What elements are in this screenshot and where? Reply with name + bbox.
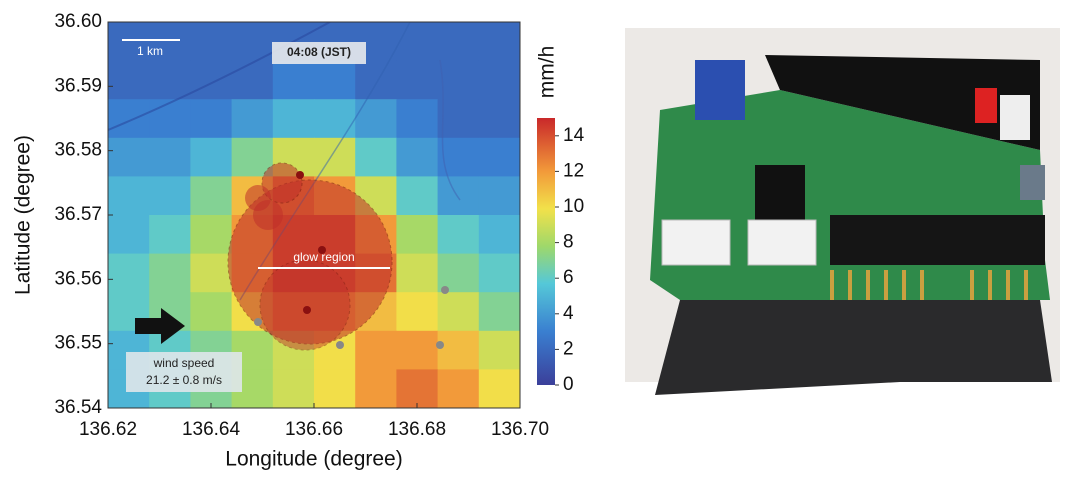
heat-cell bbox=[479, 61, 521, 100]
heat-cell bbox=[190, 138, 232, 177]
heat-cell bbox=[396, 176, 438, 215]
time-label: 04:08 (JST) bbox=[287, 45, 351, 59]
heat-cell bbox=[396, 369, 438, 408]
x-tick-label: 136.64 bbox=[182, 419, 241, 440]
heat-cell bbox=[396, 99, 438, 138]
heat-cell bbox=[108, 138, 150, 177]
heat-cell bbox=[273, 369, 315, 408]
heat-cell bbox=[438, 369, 480, 408]
heat-cell bbox=[479, 138, 521, 177]
colorbar-tick-label: 8 bbox=[563, 232, 574, 253]
heat-cell bbox=[314, 61, 356, 100]
heat-cell bbox=[149, 215, 191, 254]
heat-cell bbox=[396, 331, 438, 370]
y-tick-label: 36.56 bbox=[54, 268, 102, 289]
x-tick-label: 136.62 bbox=[79, 419, 137, 440]
y-axis-label: Latitude (degree) bbox=[12, 135, 35, 295]
heat-cell bbox=[108, 254, 150, 293]
heat-cell bbox=[355, 138, 397, 177]
heat-cell bbox=[396, 61, 438, 100]
heat-cell bbox=[149, 138, 191, 177]
y-tick-label: 36.54 bbox=[54, 397, 102, 418]
x-tick-label: 136.68 bbox=[388, 419, 446, 440]
heat-cell bbox=[190, 176, 232, 215]
heat-cell bbox=[396, 138, 438, 177]
heat-cell bbox=[438, 292, 480, 331]
heat-cell bbox=[149, 61, 191, 100]
heat-cell bbox=[108, 61, 150, 100]
heat-cell bbox=[479, 369, 521, 408]
heat-cell bbox=[108, 215, 150, 254]
colorbar-tick-label: 2 bbox=[563, 338, 574, 359]
colorbar-tick-label: 4 bbox=[563, 303, 574, 324]
heat-cell bbox=[479, 99, 521, 138]
heat-cell bbox=[108, 99, 150, 138]
colorbar-axis: 0 2 4 6 8 10 12 14 bbox=[555, 125, 585, 395]
colorbar-tick-label: 0 bbox=[563, 374, 574, 395]
heat-cell bbox=[273, 61, 315, 100]
heat-cell bbox=[355, 61, 397, 100]
heat-cell bbox=[479, 331, 521, 370]
heat-cell bbox=[479, 254, 521, 293]
heat-cell bbox=[396, 22, 438, 61]
heat-cell bbox=[190, 22, 232, 61]
heat-cell bbox=[438, 99, 480, 138]
figure: 1 km 04:08 (JST) glow region wind speed … bbox=[0, 0, 1072, 472]
colorbar-label: mm/h bbox=[536, 46, 559, 99]
heat-cell bbox=[438, 215, 480, 254]
heat-cell bbox=[479, 176, 521, 215]
heat-cell bbox=[232, 99, 274, 138]
y-tick-label: 36.59 bbox=[54, 75, 102, 96]
colorbar-tick-label: 6 bbox=[563, 267, 574, 288]
heat-cell bbox=[355, 99, 397, 138]
x-tick-label: 136.66 bbox=[285, 419, 343, 440]
colorbar-tick-label: 10 bbox=[563, 196, 584, 217]
y-tick-label: 36.60 bbox=[54, 11, 102, 32]
heat-cell bbox=[190, 215, 232, 254]
wind-value: 21.2 ± 0.8 m/s bbox=[146, 373, 222, 387]
heat-cell bbox=[108, 176, 150, 215]
heat-cell bbox=[190, 61, 232, 100]
heat-cell bbox=[190, 292, 232, 331]
heat-cell bbox=[438, 331, 480, 370]
heat-cell bbox=[479, 292, 521, 331]
heat-cell bbox=[314, 99, 356, 138]
heat-cell bbox=[479, 22, 521, 61]
heat-cell bbox=[149, 176, 191, 215]
heat-cell bbox=[232, 61, 274, 100]
wind-label: wind speed bbox=[153, 356, 215, 370]
scale-label: 1 km bbox=[137, 44, 163, 58]
x-axis-label: Longitude (degree) bbox=[225, 448, 402, 471]
heat-cell bbox=[479, 215, 521, 254]
heat-cell bbox=[438, 61, 480, 100]
photo bbox=[625, 28, 1060, 395]
heat-cell bbox=[438, 176, 480, 215]
heat-cell bbox=[438, 22, 480, 61]
x-tick-label: 136.70 bbox=[491, 419, 549, 440]
y-tick-label: 36.58 bbox=[54, 140, 102, 161]
colorbar-tick-label: 12 bbox=[563, 160, 584, 181]
heat-cell bbox=[149, 254, 191, 293]
heat-cell bbox=[190, 99, 232, 138]
heat-cell bbox=[396, 254, 438, 293]
heat-cell bbox=[314, 369, 356, 408]
heat-cell bbox=[396, 292, 438, 331]
heat-cell bbox=[314, 138, 356, 177]
colorbar bbox=[537, 118, 555, 385]
glow-label: glow region bbox=[293, 250, 354, 264]
page: {"chart_data": { "type": "heatmap", "xla… bbox=[0, 0, 1072, 472]
heat-cell bbox=[149, 99, 191, 138]
y-tick-label: 36.57 bbox=[54, 204, 102, 225]
colorbar-tick-label: 14 bbox=[563, 125, 585, 146]
heat-cell bbox=[355, 331, 397, 370]
heat-cell bbox=[396, 215, 438, 254]
y-tick-label: 36.55 bbox=[54, 333, 102, 354]
heat-cell bbox=[190, 254, 232, 293]
heat-cell bbox=[273, 99, 315, 138]
heat-cell bbox=[355, 369, 397, 408]
